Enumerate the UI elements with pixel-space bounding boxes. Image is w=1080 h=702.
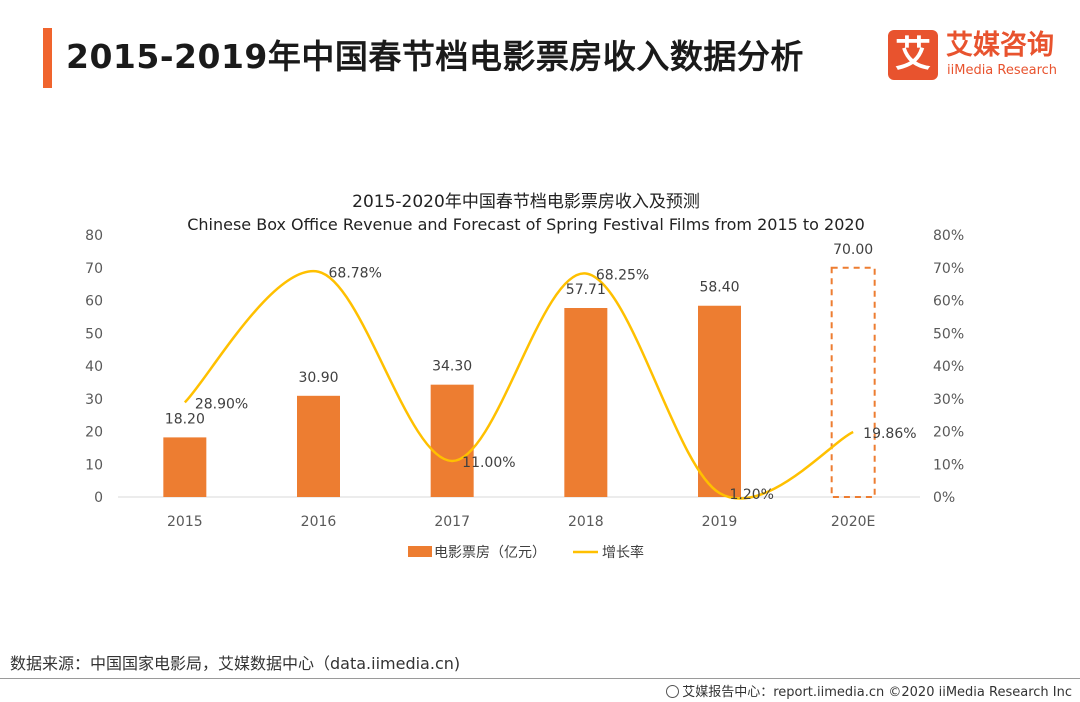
title-accent-bar <box>43 28 52 88</box>
bar <box>297 395 340 497</box>
box-office-chart: 2015-2020年中国春节档电影票房收入及预测 Chinese Box Off… <box>85 192 964 561</box>
y-right-tick-label: 80% <box>933 228 964 244</box>
y-left-tick-label: 80 <box>85 228 103 244</box>
y-right-tick-label: 30% <box>933 392 964 408</box>
growth-rate-label: 28.90% <box>195 396 248 412</box>
footer-divider <box>0 678 1080 679</box>
data-source: 数据来源：中国国家电影局，艾媒数据中心（data.iimedia.cn) <box>10 654 461 673</box>
x-tick-label: 2017 <box>434 514 470 530</box>
chart-subtitle: Chinese Box Office Revenue and Forecast … <box>187 215 865 234</box>
y-right-tick-label: 20% <box>933 425 964 441</box>
y-left-tick-label: 50 <box>85 326 103 342</box>
y-right-tick-label: 10% <box>933 457 964 473</box>
growth-rate-line <box>183 270 854 500</box>
y-left-tick-label: 30 <box>85 392 103 408</box>
bar <box>564 307 608 497</box>
y-left-tick-label: 60 <box>85 294 103 310</box>
forecast-bar <box>830 266 876 498</box>
globe-icon <box>666 685 680 698</box>
growth-rate-label: 1.20% <box>730 487 774 503</box>
bar-value-label: 18.20 <box>165 411 205 427</box>
x-tick-label: 2019 <box>702 514 738 530</box>
footer: 艾媒报告中心：report.iimedia.cn ©2020 iiMedia R… <box>666 681 1072 700</box>
logo-mark: 艾 <box>888 30 938 80</box>
x-tick-label: 2016 <box>301 514 337 530</box>
bar-value-label: 70.00 <box>833 242 873 258</box>
x-tick-label: 2015 <box>167 514 203 530</box>
legend-bar-swatch <box>408 546 432 557</box>
bar-value-label: 34.30 <box>432 359 472 375</box>
logo: 艾 艾媒咨询 iiMedia Research <box>888 30 1068 84</box>
chart-title: 2015-2020年中国春节档电影票房收入及预测 <box>352 192 700 212</box>
bar-value-label: 30.90 <box>298 370 338 386</box>
growth-rate-label: 68.25% <box>596 267 649 283</box>
y-right-tick-label: 0% <box>933 490 955 506</box>
y-right-tick-label: 70% <box>933 261 964 277</box>
x-tick-label: 2018 <box>568 514 604 530</box>
y-right-tick-label: 60% <box>933 294 964 310</box>
y-left-tick-label: 40 <box>85 359 103 375</box>
y-right-tick-label: 50% <box>933 326 964 342</box>
legend-line-label: 增长率 <box>602 544 644 561</box>
y-left-tick-label: 10 <box>85 457 103 473</box>
bar <box>698 305 741 497</box>
y-right-tick-label: 40% <box>933 359 964 375</box>
y-left-tick-label: 70 <box>85 261 103 277</box>
growth-rate-label: 11.00% <box>462 455 515 471</box>
page-title: 2015-2019年中国春节档电影票房收入数据分析 <box>66 37 804 76</box>
bar <box>430 384 474 497</box>
x-tick-label: 2020E <box>831 514 875 530</box>
bar-value-label: 58.40 <box>699 280 739 296</box>
legend-bar-label: 电影票房（亿元） <box>434 545 546 561</box>
growth-rate-label: 68.78% <box>329 266 382 282</box>
footer-text: 艾媒报告中心：report.iimedia.cn ©2020 iiMedia R… <box>682 685 1072 700</box>
logo-cn-text: 艾媒咨询 <box>946 30 1054 61</box>
y-left-tick-label: 20 <box>85 425 103 441</box>
growth-rate-label: 19.86% <box>863 426 916 442</box>
bar-value-label: 57.71 <box>566 282 606 298</box>
y-left-tick-label: 0 <box>94 490 103 506</box>
logo-en-text: iiMedia Research <box>947 63 1058 78</box>
bar <box>163 437 207 497</box>
